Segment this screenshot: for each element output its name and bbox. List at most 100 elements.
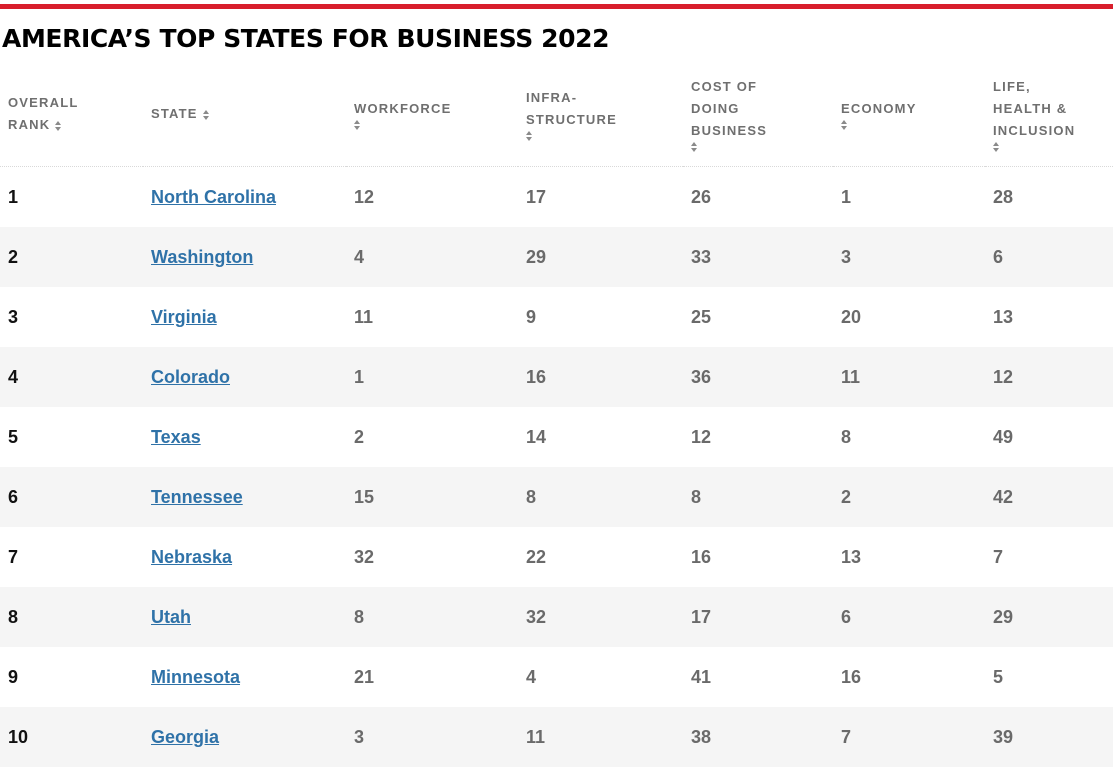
- cell-economy: 8: [841, 426, 852, 447]
- cell-life: 6: [985, 227, 1113, 287]
- cell-workforce: 12: [354, 186, 375, 207]
- sort-arrows-icon[interactable]: [55, 120, 62, 131]
- state-link[interactable]: Georgia: [151, 726, 220, 747]
- cell-workforce: 1: [346, 347, 518, 407]
- cell-rank: 6: [0, 467, 143, 527]
- cell-life: 42: [985, 467, 1113, 527]
- cell-economy: 2: [833, 467, 985, 527]
- cell-state: North Carolina: [143, 167, 346, 228]
- column-header-life-health-inclusion[interactable]: LIFE, HEALTH & INCLUSION: [985, 62, 1113, 167]
- cell-infrastructure: 8: [518, 467, 683, 527]
- table-header-row: OVERALL RANK STATE WORKFORCE INFRA- STRU…: [0, 62, 1113, 167]
- cell-cost: 17: [683, 587, 833, 647]
- cell-economy: 6: [833, 587, 985, 647]
- cell-life: 28: [993, 186, 1014, 207]
- cell-economy: 16: [841, 666, 862, 687]
- state-link[interactable]: Utah: [151, 606, 191, 627]
- cell-cost: 8: [683, 467, 833, 527]
- cell-economy: 13: [841, 546, 862, 567]
- column-header-infrastructure[interactable]: INFRA- STRUCTURE: [518, 62, 683, 167]
- cell-rank: 7: [8, 546, 19, 567]
- state-link[interactable]: North Carolina: [151, 186, 277, 207]
- cell-cost: 26: [691, 186, 712, 207]
- column-header-cost-of-doing-business[interactable]: COST OF DOING BUSINESS: [683, 62, 833, 167]
- state-link[interactable]: Tennessee: [151, 486, 243, 507]
- cell-infrastructure: 17: [526, 186, 547, 207]
- table-row: 8 Utah 8 32 17 6 29: [0, 587, 1113, 647]
- table-row: 7 Nebraska 32 22 16 13 7: [0, 527, 1113, 587]
- cell-cost: 36: [683, 347, 833, 407]
- sort-arrows-icon[interactable]: [526, 131, 683, 141]
- cell-rank: 4: [0, 347, 143, 407]
- sort-arrows-icon[interactable]: [691, 142, 833, 152]
- cell-infrastructure: 29: [518, 227, 683, 287]
- cell-workforce: 8: [346, 587, 518, 647]
- state-link[interactable]: Texas: [151, 426, 201, 447]
- cell-life: 29: [985, 587, 1113, 647]
- cell-cost: 33: [683, 227, 833, 287]
- column-header-overall-rank[interactable]: OVERALL RANK: [0, 62, 143, 167]
- cell-life: 5: [993, 666, 1004, 687]
- cell-state: Nebraska: [143, 527, 346, 587]
- table-row: 10 Georgia 3 11 38 7 39: [0, 707, 1113, 767]
- sort-arrows-icon[interactable]: [993, 142, 1113, 152]
- sort-arrows-icon[interactable]: [354, 120, 518, 130]
- cell-state: Georgia: [143, 707, 346, 767]
- cell-infrastructure: 11: [518, 707, 683, 767]
- sort-arrows-icon[interactable]: [202, 109, 209, 120]
- page-title: AMERICA’S TOP STATES FOR BUSINESS 2022: [2, 24, 610, 53]
- cell-state: Washington: [143, 227, 346, 287]
- state-link[interactable]: Colorado: [151, 366, 230, 387]
- cell-state: Colorado: [143, 347, 346, 407]
- cell-state: Tennessee: [143, 467, 346, 527]
- cell-workforce: 21: [354, 666, 375, 687]
- column-header-state[interactable]: STATE: [143, 62, 346, 167]
- cell-infrastructure: 16: [518, 347, 683, 407]
- sort-arrows-icon[interactable]: [841, 120, 985, 130]
- table-row: 1 North Carolina 12 17 26 1 28: [0, 167, 1113, 228]
- cell-life: 13: [993, 306, 1014, 327]
- cell-state: Virginia: [143, 287, 346, 347]
- cell-infrastructure: 14: [526, 426, 547, 447]
- cell-economy: 7: [833, 707, 985, 767]
- cell-rank: 10: [0, 707, 143, 767]
- cell-economy: 20: [841, 306, 862, 327]
- table-row: 9 Minnesota 21 4 41 16 5: [0, 647, 1113, 707]
- state-link[interactable]: Washington: [151, 246, 254, 267]
- cell-workforce: 3: [346, 707, 518, 767]
- cell-cost: 12: [691, 426, 712, 447]
- cell-cost: 38: [683, 707, 833, 767]
- cell-rank: 2: [0, 227, 143, 287]
- cell-life: 49: [993, 426, 1014, 447]
- rankings-table: OVERALL RANK STATE WORKFORCE INFRA- STRU…: [0, 62, 1113, 767]
- cell-rank: 9: [8, 666, 19, 687]
- table-row: 2 Washington 4 29 33 3 6: [0, 227, 1113, 287]
- cell-rank: 8: [0, 587, 143, 647]
- table-row: 4 Colorado 1 16 36 11 12: [0, 347, 1113, 407]
- cell-state: Texas: [143, 407, 346, 467]
- column-header-workforce[interactable]: WORKFORCE: [346, 62, 518, 167]
- cell-life: 7: [993, 546, 1004, 567]
- cell-state: Utah: [143, 587, 346, 647]
- cell-economy: 3: [833, 227, 985, 287]
- table-row: 3 Virginia 11 9 25 20 13: [0, 287, 1113, 347]
- cell-workforce: 11: [354, 306, 374, 327]
- cell-infrastructure: 32: [518, 587, 683, 647]
- cell-rank: 1: [8, 186, 19, 207]
- cell-workforce: 4: [346, 227, 518, 287]
- table-row: 6 Tennessee 15 8 8 2 42: [0, 467, 1113, 527]
- column-header-economy[interactable]: ECONOMY: [833, 62, 985, 167]
- cell-infrastructure: 22: [526, 546, 547, 567]
- state-link[interactable]: Minnesota: [151, 666, 241, 687]
- cell-life: 39: [985, 707, 1113, 767]
- cell-workforce: 32: [354, 546, 375, 567]
- state-link[interactable]: Virginia: [151, 306, 217, 327]
- cell-workforce: 2: [354, 426, 365, 447]
- cell-cost: 16: [691, 546, 712, 567]
- cell-infrastructure: 9: [526, 306, 537, 327]
- cell-workforce: 15: [346, 467, 518, 527]
- state-link[interactable]: Nebraska: [151, 546, 233, 567]
- cell-cost: 25: [691, 306, 712, 327]
- top-accent-bar: [0, 4, 1113, 9]
- cell-rank: 3: [8, 306, 19, 327]
